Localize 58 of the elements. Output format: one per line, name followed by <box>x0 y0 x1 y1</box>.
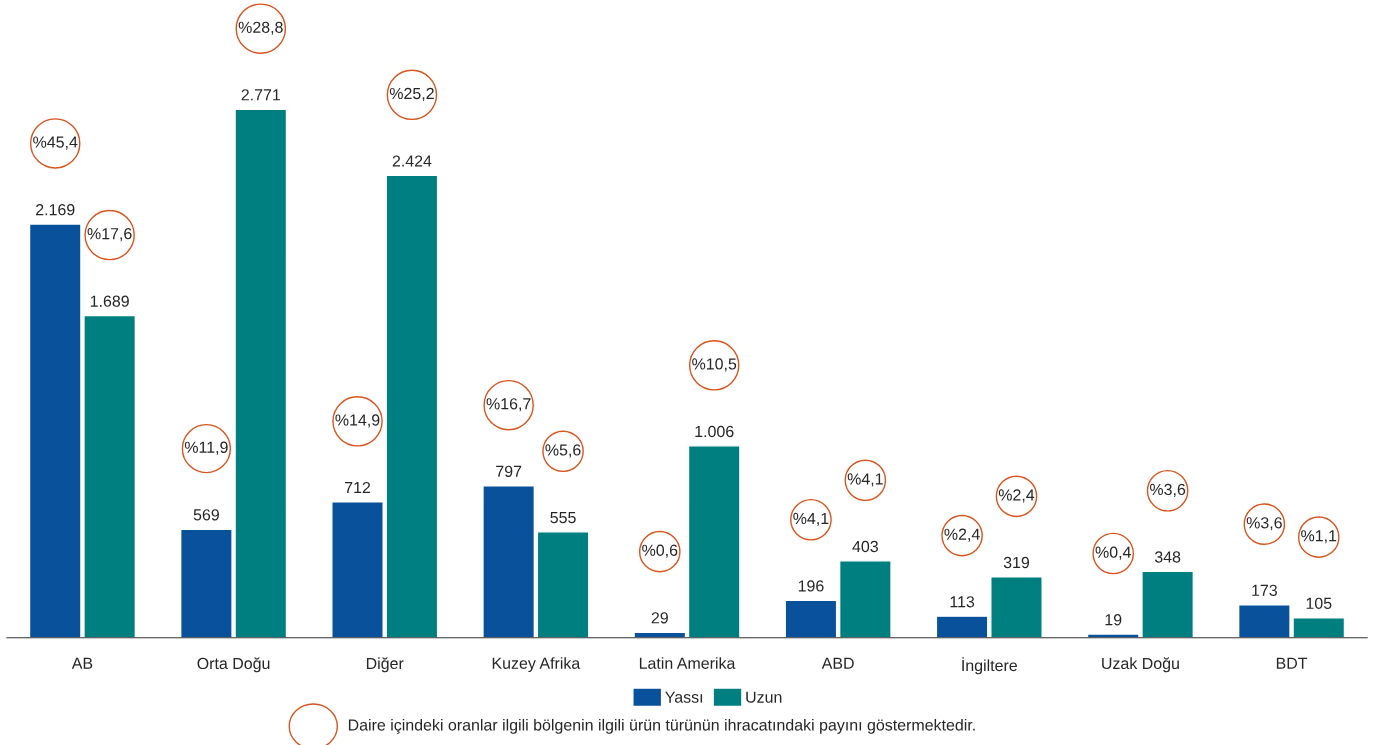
x-tick-label: ABD <box>821 657 854 669</box>
data-label: 403 <box>852 540 878 553</box>
x-tick-label: İngiltere <box>962 657 1017 675</box>
data-label: 712 <box>345 481 371 494</box>
x-tick-label: Diğer <box>366 657 404 673</box>
data-label: 29 <box>651 612 668 624</box>
bar <box>784 599 838 638</box>
annotation: %5,6 <box>545 444 581 458</box>
annotation: %4,1 <box>793 512 829 526</box>
bar <box>935 615 989 638</box>
bar <box>536 531 590 638</box>
data-label: 348 <box>1154 551 1181 563</box>
x-tick-label: AB <box>71 657 93 669</box>
x-tick-label: Latin Amerika <box>639 657 736 669</box>
annotation: %16,7 <box>486 398 531 412</box>
annotation: %45,4 <box>33 136 78 150</box>
x-tick-label: Kuzey Afrika <box>492 657 581 673</box>
annotation: %2,4 <box>944 528 980 542</box>
annotation: %3,6 <box>1149 483 1186 497</box>
legend-label: Yassı <box>665 691 703 703</box>
annotation: %0,6 <box>642 544 678 558</box>
annotation: %2,4 <box>998 489 1035 503</box>
annotation: %0,4 <box>1095 546 1131 560</box>
data-label: 2.771 <box>241 89 280 101</box>
bar <box>990 576 1043 638</box>
data-label: 555 <box>550 512 576 524</box>
data-label: 1.689 <box>90 295 129 307</box>
bar <box>687 445 741 638</box>
annotation: %4,1 <box>847 473 883 487</box>
x-tick-label: BDT <box>1276 657 1308 669</box>
bar <box>633 631 687 638</box>
legend-label: Uzun <box>746 691 782 703</box>
data-label: 113 <box>950 596 975 608</box>
annotation: %17,6 <box>87 228 132 242</box>
text: Daire içindeki oranlar ilgili bölgenin ilgili ürün türünün ihracatındaki payını göstermektedir. <box>348 718 975 734</box>
annotation: %14,9 <box>335 414 380 428</box>
data-label: 2.424 <box>392 155 432 167</box>
data-label: 2.169 <box>36 204 75 216</box>
data-label: 569 <box>193 509 219 521</box>
data-label: 105 <box>1306 597 1332 609</box>
bar <box>482 485 536 638</box>
annotation: %10,5 <box>692 358 737 372</box>
text: %28,8 <box>238 21 283 35</box>
bar <box>331 501 384 638</box>
data-label: 797 <box>496 465 522 477</box>
x-tick-label: Orta Doğu <box>197 657 270 673</box>
annotation: %3,6 <box>1246 517 1282 531</box>
data-label: 173 <box>1252 584 1277 597</box>
bar <box>838 560 892 638</box>
data-label: 319 <box>1003 556 1030 569</box>
data-label: 19 <box>1105 614 1122 626</box>
annotation: %11,9 <box>184 441 228 455</box>
x-tick-label: Uzak Doğu <box>1102 657 1179 673</box>
data-label: 196 <box>798 580 824 592</box>
bar <box>385 174 439 638</box>
annotation: %1,1 <box>1301 530 1337 544</box>
text: %25,2 <box>389 87 434 102</box>
data-label: 1.006 <box>695 425 734 438</box>
